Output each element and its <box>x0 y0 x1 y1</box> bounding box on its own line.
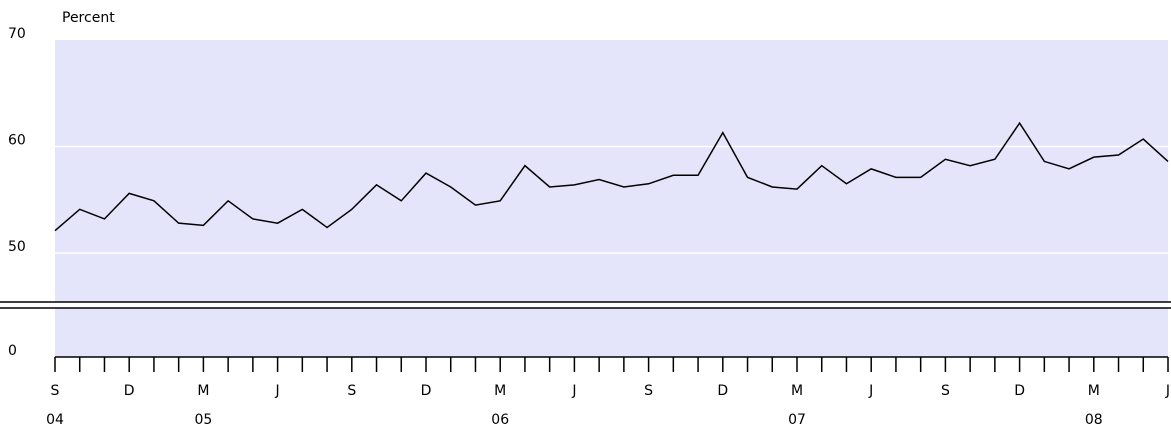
y-axis-label: Percent <box>62 10 115 26</box>
axis-break-gap <box>0 302 1171 308</box>
x-year-label: 05 <box>194 412 212 428</box>
x-year-label: 04 <box>46 412 64 428</box>
x-tick-label: D <box>124 383 135 399</box>
x-tick-label: S <box>644 383 653 399</box>
x-tick-label: M <box>1088 383 1100 399</box>
x-tick-label: D <box>421 383 432 399</box>
x-tick-label: D <box>1014 383 1025 399</box>
x-tick-label: J <box>275 383 280 399</box>
y-tick-label: 50 <box>8 239 26 255</box>
y-tick-label: 0 <box>8 343 17 359</box>
x-tick-label: M <box>494 383 506 399</box>
y-tick-label: 60 <box>8 133 26 149</box>
x-year-label: 06 <box>491 412 509 428</box>
y-tick-label: 70 <box>8 26 26 42</box>
x-tick-label: S <box>347 383 356 399</box>
x-tick-label: S <box>51 383 60 399</box>
plot-area <box>55 40 1168 357</box>
x-tick-label: J <box>1165 383 1170 399</box>
x-tick-label: S <box>941 383 950 399</box>
x-tick-label: M <box>791 383 803 399</box>
x-tick-label: D <box>717 383 728 399</box>
x-tick-label: M <box>197 383 209 399</box>
x-tick-label: J <box>868 383 873 399</box>
data-line <box>54 121 1169 232</box>
x-year-label: 08 <box>1085 412 1103 428</box>
x-year-label: 07 <box>788 412 806 428</box>
x-tick-label: J <box>571 383 576 399</box>
